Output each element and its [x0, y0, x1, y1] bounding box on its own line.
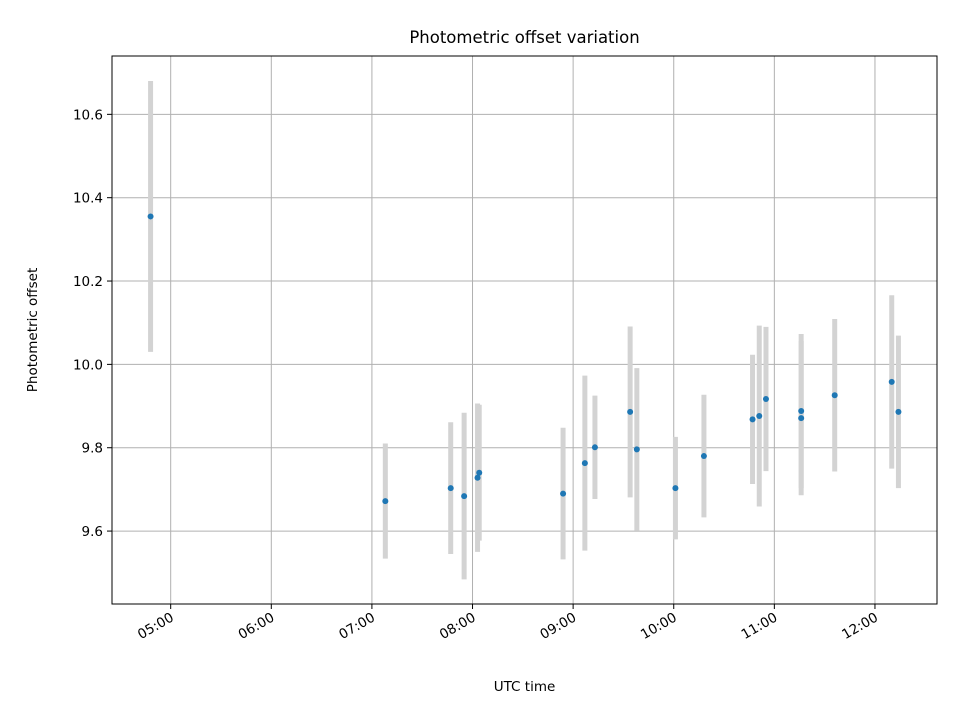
- data-points: [147, 213, 902, 505]
- x-tick-label: 06:00: [236, 610, 278, 643]
- data-point: [474, 474, 481, 481]
- data-point: [382, 498, 389, 505]
- data-point: [831, 392, 838, 399]
- x-tick-label: 05:00: [135, 610, 177, 643]
- y-axis: 9.6 9.8 10.0 10.2 10.4 10.6: [73, 107, 112, 540]
- x-tick-label: 10:00: [638, 610, 680, 643]
- data-point: [798, 415, 805, 422]
- data-point: [447, 485, 454, 492]
- chart-title: Photometric offset variation: [409, 28, 639, 47]
- data-point: [895, 408, 902, 415]
- y-tick-label: 9.6: [82, 524, 103, 540]
- data-point: [147, 213, 154, 220]
- y-tick-label: 10.4: [73, 191, 103, 207]
- data-point: [591, 444, 598, 451]
- data-point: [749, 416, 756, 423]
- data-point: [581, 460, 588, 467]
- data-point: [633, 446, 640, 453]
- data-point: [762, 395, 769, 402]
- y-tick-label: 10.6: [73, 107, 103, 123]
- y-tick-label: 10.0: [73, 357, 103, 373]
- plot-frame: [111, 55, 938, 605]
- x-tick-label: 08:00: [437, 610, 479, 643]
- x-tick-label: 09:00: [537, 610, 579, 643]
- data-point: [461, 493, 468, 500]
- data-point: [888, 378, 895, 385]
- data-point: [798, 408, 805, 415]
- data-point: [560, 490, 567, 497]
- x-axis: 05:00 06:00 07:00 08:00 09:00 10:00 11:00 12:00: [135, 604, 881, 643]
- data-point: [700, 453, 707, 460]
- y-tick-label: 9.8: [82, 441, 103, 457]
- x-axis-label: UTC time: [494, 679, 556, 695]
- data-point: [672, 485, 679, 492]
- data-point: [476, 469, 483, 476]
- x-tick-label: 11:00: [739, 610, 781, 643]
- x-tick-label: 07:00: [336, 610, 378, 643]
- x-tick-label: 12:00: [839, 610, 881, 643]
- y-axis-label: Photometric offset: [25, 268, 41, 392]
- error-bars: [148, 81, 901, 580]
- data-point: [627, 408, 634, 415]
- data-point: [756, 413, 763, 420]
- y-tick-label: 10.2: [73, 274, 103, 290]
- grid: [112, 56, 937, 604]
